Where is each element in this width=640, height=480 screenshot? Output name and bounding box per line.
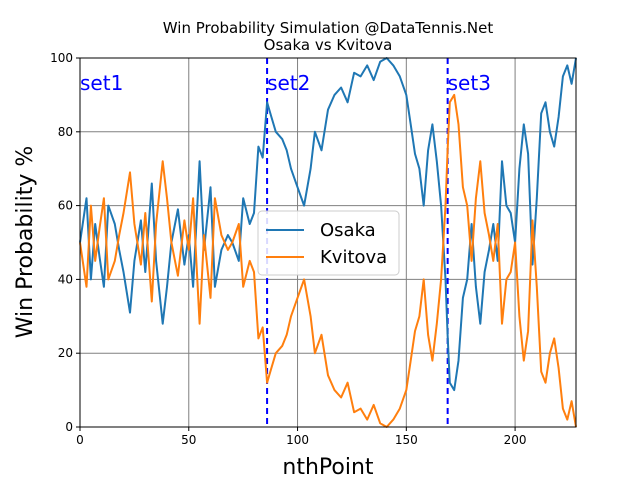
y-tick-label: 0 [65,420,73,434]
y-tick-label: 80 [58,125,73,139]
x-axis-label: nthPoint [282,455,374,480]
x-tick-label: 0 [76,433,84,447]
y-tick-label: 60 [58,199,73,213]
legend-label-osaka: Osaka [320,220,376,241]
y-tick-label: 20 [58,346,73,360]
set-label: set3 [448,71,491,95]
set-label: set2 [267,71,310,95]
plot-area-frame [79,57,577,428]
set-label: set1 [80,71,123,95]
series-line-osaka [79,57,577,392]
y-axis-label: Win Probability % [13,146,38,339]
chart-subtitle: Osaka vs Kvitova [264,36,393,54]
axis-ticks: 0 50 100 150 200 0 20 40 60 80 100 [50,51,526,447]
legend-label-kvitova: Kvitova [320,247,387,268]
x-tick-label: 200 [504,433,527,447]
y-tick-label: 40 [58,272,73,286]
series-lines [79,57,577,428]
x-tick-label: 150 [395,433,418,447]
legend: Osaka Kvitova [257,210,400,276]
series-line-kvitova [79,93,577,428]
x-tick-label: 50 [181,433,196,447]
x-tick-label: 100 [286,433,309,447]
y-tick-label: 100 [50,51,73,65]
legend-box [257,210,400,276]
chart-title: Win Probability Simulation @DataTennis.N… [163,19,494,37]
